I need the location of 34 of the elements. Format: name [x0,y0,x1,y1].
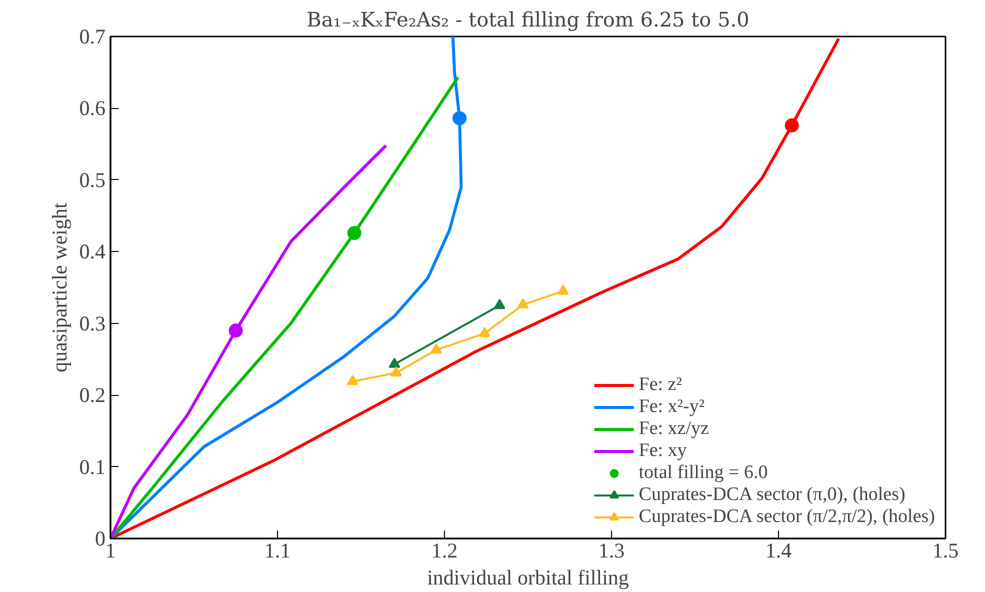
y-tick-label: 0.3 [79,311,106,336]
chart-title: Ba₁₋ₓKₓFe₂As₂ - total filling from 6.25 to 5.0 [306,8,750,32]
legend-label: Fe: z² [638,374,682,396]
x-tick-label: 1.3 [598,538,625,562]
point [346,374,358,386]
y-tick-label: 0.7 [79,24,106,48]
point [452,111,467,126]
y-tick-label: 0.2 [79,383,106,408]
point [478,326,490,338]
point [430,343,442,354]
point [517,298,529,308]
x-tick-label: 1.4 [765,538,792,562]
legend-label: Cuprates-DCA sector (π,0), (holes) [638,484,906,506]
y-axis-title: quasiparticle weight [47,202,72,372]
point [390,366,402,376]
y-tick-label: 0 [95,526,106,550]
point [347,226,362,240]
y-tick-label: 0.5 [79,168,106,192]
legend-label: Fe: xz/yz [638,418,709,440]
legend-label: Cuprates-DCA sector (π/2,π/2), (holes) [638,506,935,528]
x-tick-label: 1.2 [431,538,458,562]
x-tick-label: 1 [105,538,116,562]
legend-label: Fe: x²-y² [638,396,705,418]
legend-label: Fe: xy [638,440,687,462]
y-tick-label: 0.6 [79,96,106,120]
x-tick-label: 1.1 [264,538,291,562]
y-tick-label: 0.4 [79,240,106,264]
x-tick-label: 1.5 [932,538,959,562]
x-axis-title: individual orbital filling [427,566,630,590]
point [784,118,799,132]
y-tick-label: 0.1 [79,454,106,479]
line-series [110,144,388,538]
legend-label: total filling = 6.0 [638,462,768,484]
point [557,284,569,295]
